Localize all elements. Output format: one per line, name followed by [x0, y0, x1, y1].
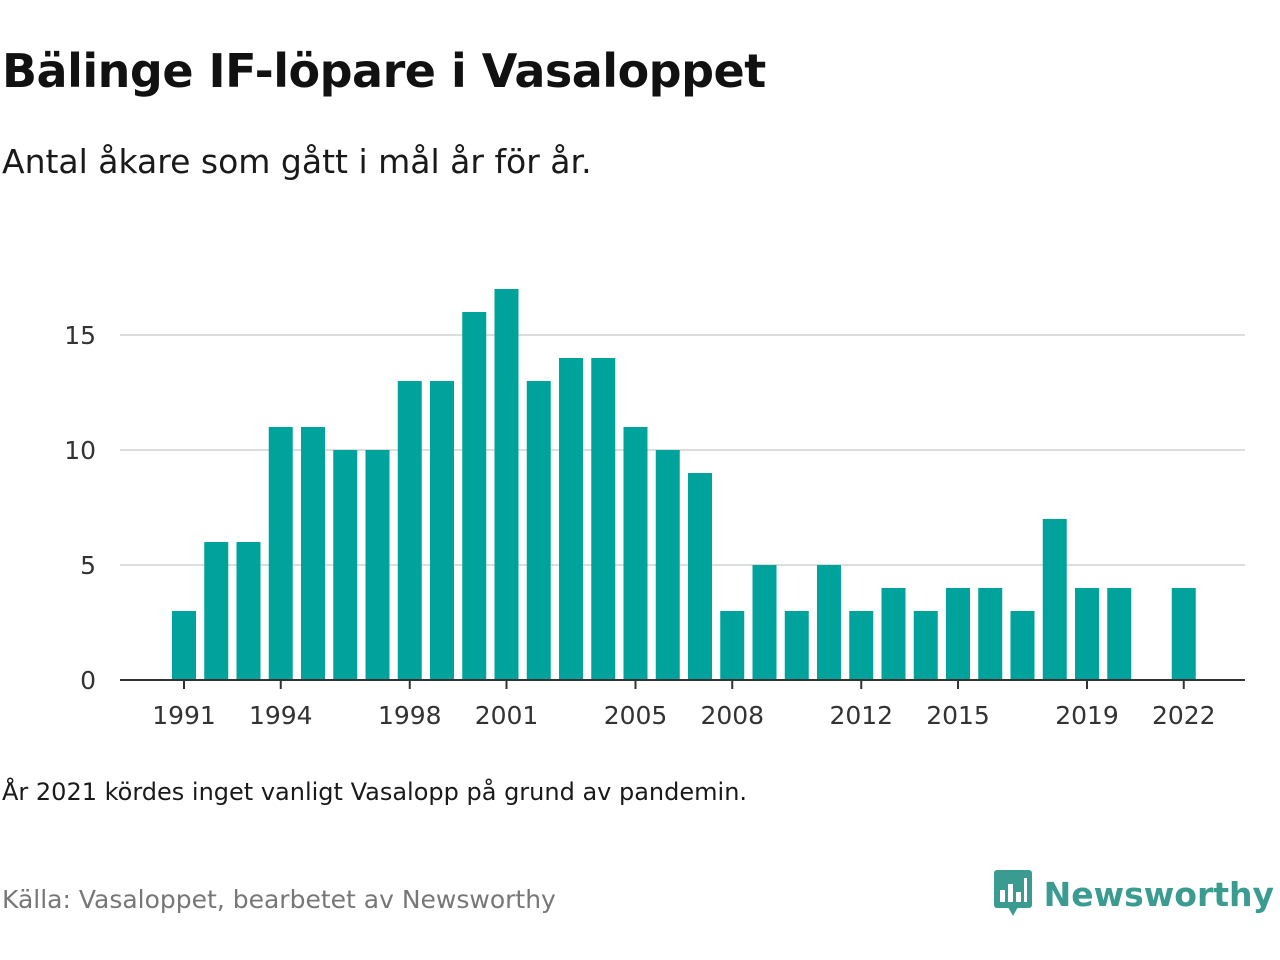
x-tick-label: 1998	[378, 701, 442, 730]
bar-2016	[978, 588, 1003, 680]
bar-2018	[1042, 519, 1067, 680]
bar-2020	[1107, 588, 1132, 680]
bar-2008	[720, 611, 745, 680]
x-tick-label: 1994	[249, 701, 313, 730]
bar-1993	[236, 542, 261, 680]
bar-2009	[752, 565, 777, 680]
bar-2022	[1171, 588, 1196, 680]
bar-2012	[849, 611, 874, 680]
bar-2005	[623, 427, 648, 680]
brand-label: Newsworthy	[1043, 874, 1274, 914]
bar-1995	[301, 427, 325, 680]
brand: Newsworthy	[993, 870, 1274, 918]
bar-2003	[559, 358, 583, 680]
x-tick-label: 2022	[1152, 701, 1216, 730]
bar-chart: 0 5 10 15 1991 1994 1998 2001 2005 2008 2012 2015 20…	[64, 289, 1245, 730]
bar-2015	[946, 588, 970, 680]
bar-2013	[881, 588, 906, 680]
x-tick-label: 2012	[829, 701, 893, 730]
bar-2017	[1010, 611, 1035, 680]
y-tick-label: 15	[64, 321, 96, 350]
x-tick-label: 2019	[1055, 701, 1119, 730]
bar-1999	[430, 381, 454, 680]
bar-2001	[494, 289, 519, 680]
bar-2006	[655, 450, 680, 680]
x-tick-label: 2015	[926, 701, 990, 730]
y-tick-label: 5	[80, 551, 96, 580]
x-tick-label: 2001	[475, 701, 539, 730]
y-tick-label: 0	[80, 666, 96, 695]
bar-1994	[268, 427, 293, 680]
bar-1991	[172, 611, 196, 680]
bar-1996	[333, 450, 358, 680]
bar-2014	[913, 611, 938, 680]
chart-title: Bälinge IF-löpare i Vasaloppet	[2, 44, 766, 98]
bar-1992	[204, 542, 229, 680]
bar-1997	[365, 450, 390, 680]
axes: 0 5 10 15 1991 1994 1998 2001 2005 2008 2012 2015 20…	[64, 321, 1245, 730]
x-tick-label: 1991	[152, 701, 216, 730]
bar-2019	[1075, 588, 1099, 680]
source-credit: Källa: Vasaloppet, bearbetet av Newswort…	[2, 885, 556, 914]
bar-2004	[591, 358, 616, 680]
x-tick-label: 2005	[604, 701, 668, 730]
x-tick-label: 2008	[700, 701, 764, 730]
bar-1998	[397, 381, 422, 680]
chart-subtitle: Antal åkare som gått i mål år för år.	[2, 142, 592, 181]
bar-2002	[526, 381, 551, 680]
newsworthy-logo-icon	[993, 870, 1032, 916]
bar-2011	[817, 565, 841, 680]
bar-2000	[462, 312, 487, 680]
bars	[172, 289, 1196, 680]
y-tick-label: 10	[64, 436, 96, 465]
chart-note: År 2021 kördes inget vanligt Vasalopp på…	[2, 778, 748, 806]
bar-2010	[784, 611, 809, 680]
bar-2007	[688, 473, 712, 680]
